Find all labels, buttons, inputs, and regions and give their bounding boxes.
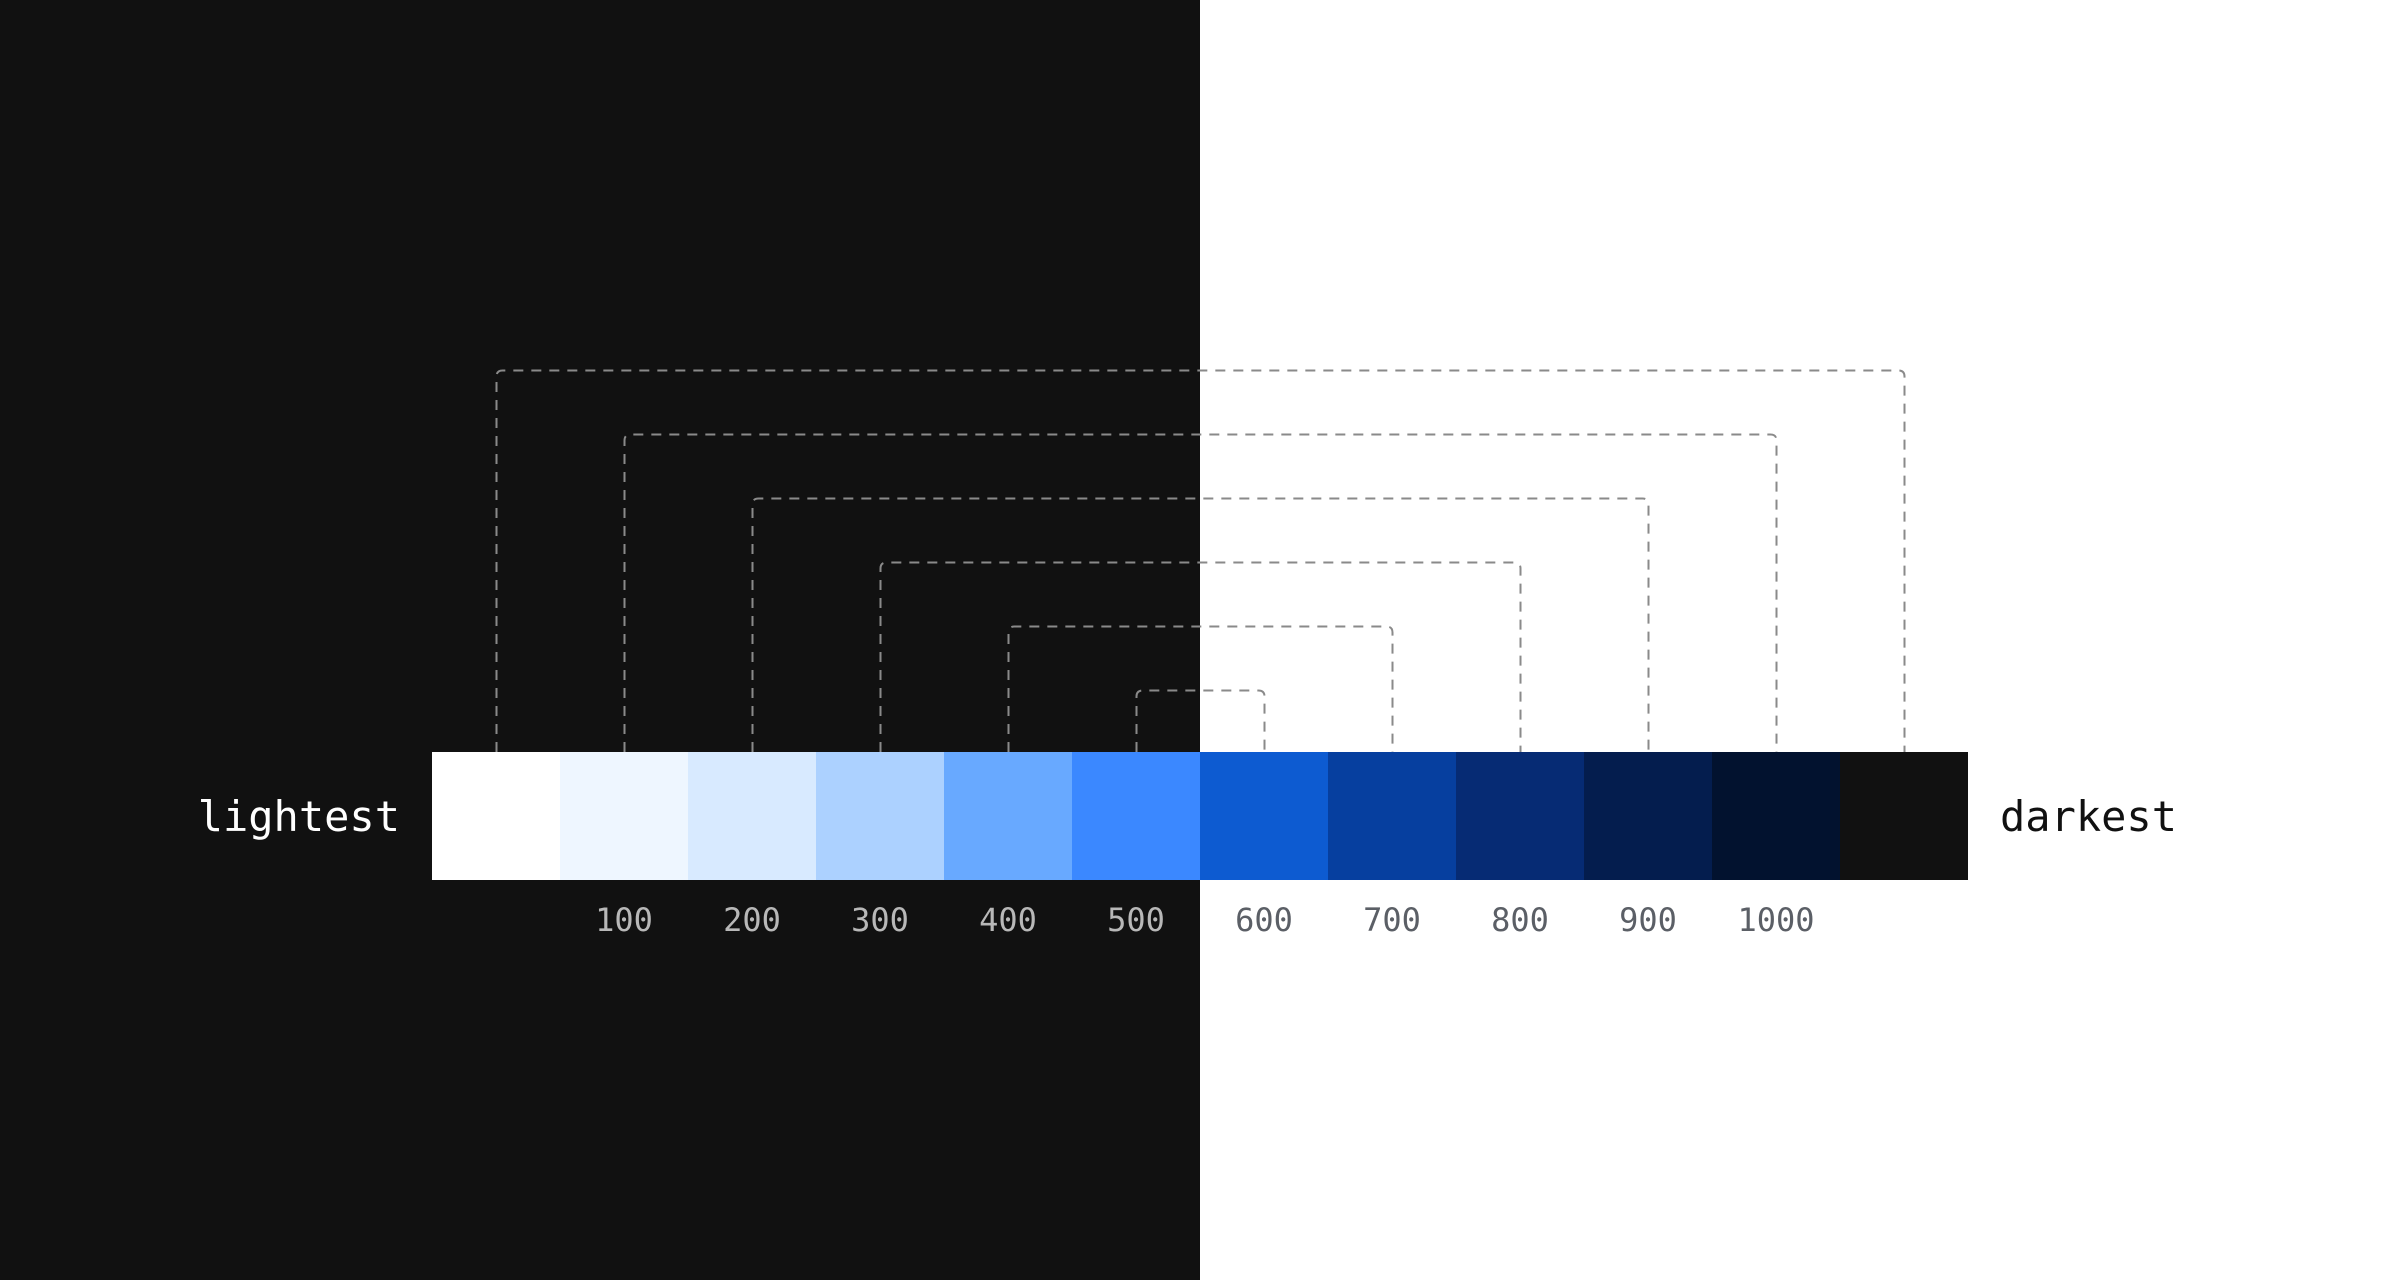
step-label-700: 700 [1363, 901, 1421, 939]
dark-background [0, 0, 1200, 1280]
connector-100-1000 [623, 433, 1778, 752]
step-label-200: 200 [723, 901, 781, 939]
lightest-label: lightest [197, 792, 400, 841]
swatch-darkest [1840, 752, 1968, 880]
connector-300-800 [879, 561, 1522, 752]
light-background [1200, 0, 2400, 1280]
swatch-300 [816, 752, 944, 880]
swatch-200 [688, 752, 816, 880]
step-label-500: 500 [1107, 901, 1165, 939]
connector-400-700 [1007, 625, 1394, 752]
swatch-lightest [432, 752, 560, 880]
step-label-900: 900 [1619, 901, 1677, 939]
step-label-300: 300 [851, 901, 909, 939]
swatch-100 [560, 752, 688, 880]
swatch-900 [1584, 752, 1712, 880]
step-label-600: 600 [1235, 901, 1293, 939]
step-label-800: 800 [1491, 901, 1549, 939]
connector-500-600 [1135, 689, 1266, 752]
connector-lightest-darkest [495, 369, 1906, 752]
darkest-label: darkest [2000, 792, 2178, 841]
swatch-700 [1328, 752, 1456, 880]
swatch-800 [1456, 752, 1584, 880]
step-label-100: 100 [595, 901, 653, 939]
swatch-600 [1200, 752, 1328, 880]
swatch-500 [1072, 752, 1200, 880]
connector-200-900 [751, 497, 1650, 752]
step-label-1000: 1000 [1737, 901, 1815, 939]
swatch-1000 [1712, 752, 1840, 880]
swatch-400 [944, 752, 1072, 880]
step-label-400: 400 [979, 901, 1037, 939]
color-scale [432, 752, 1968, 880]
